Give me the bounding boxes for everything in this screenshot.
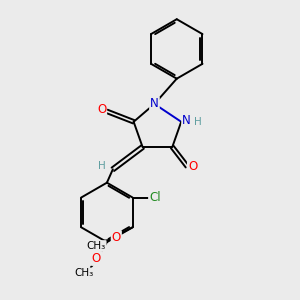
Text: O: O: [92, 252, 101, 265]
Text: Cl: Cl: [149, 191, 161, 204]
Text: CH₃: CH₃: [86, 241, 106, 251]
Text: O: O: [112, 231, 121, 244]
Text: N: N: [150, 98, 159, 110]
Text: H: H: [98, 161, 105, 171]
Text: N: N: [182, 114, 191, 127]
Text: O: O: [97, 103, 106, 116]
Text: CH₃: CH₃: [74, 268, 93, 278]
Text: H: H: [194, 117, 201, 127]
Text: O: O: [188, 160, 197, 173]
